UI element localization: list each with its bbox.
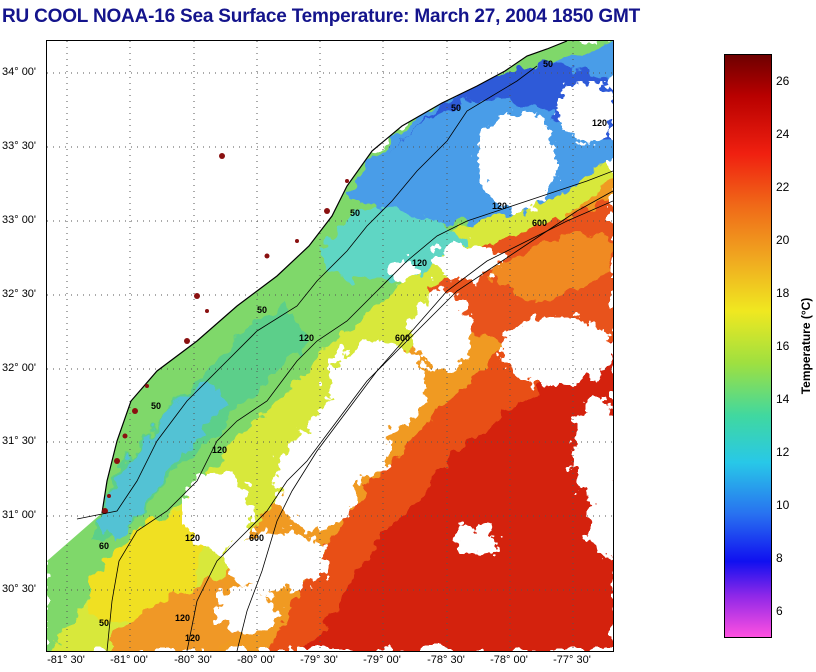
lat-label-32-30: 32° 30' [2, 288, 37, 300]
map-title: RU COOL NOAA-16 Sea Surface Temperature:… [2, 6, 641, 27]
colorbar-tick-label: 24 [776, 127, 790, 142]
contour-label: 120 [212, 445, 227, 455]
contour-label: 600 [249, 533, 264, 543]
colorbar-tick-label: 20 [776, 233, 790, 248]
contour-label: 50 [350, 208, 360, 218]
lon-label-79-00: -79° 00' [363, 654, 401, 666]
contour-label: 120 [412, 258, 427, 268]
lon-label-81-30: -81° 30' [47, 654, 85, 666]
lat-label-30-30: 30° 30' [2, 583, 37, 595]
colorbar-gradient [725, 55, 771, 637]
lon-label-79-30: -79° 30' [300, 654, 338, 666]
lon-label-80-30: -80° 30' [174, 654, 212, 666]
map-grid [47, 41, 613, 651]
lat-label-31-30: 31° 30' [2, 435, 37, 447]
coastline [101, 41, 568, 514]
contour-label: 50 [99, 618, 109, 628]
colorbar-label: Temperature (°C) [799, 297, 813, 395]
lon-label-77-30: -77° 30' [553, 654, 591, 666]
contour-label: 120 [592, 118, 607, 128]
sst-field [47, 41, 613, 651]
colorbar-tick-label: 10 [776, 497, 790, 512]
contour-label-group: 50 50 50 50 50 60 120 120 120 120 120 12… [99, 59, 607, 643]
contour-label: 120 [299, 333, 314, 343]
lon-label-81-00: -81° 00' [110, 654, 148, 666]
coastal-marsh [102, 153, 349, 514]
contour-label: 120 [175, 613, 190, 623]
lat-label-32-00: 32° 00' [2, 362, 37, 374]
contour-label: 50 [151, 401, 161, 411]
bathymetry-contours [76, 65, 613, 651]
lat-label-34-00: 34° 00' [2, 66, 37, 78]
sst-map-canvas: 50 50 50 50 50 60 120 120 120 120 120 12… [47, 41, 613, 651]
lon-label-80-00: -80° 00' [237, 654, 275, 666]
colorbar [724, 54, 772, 638]
contour-label: 600 [532, 218, 547, 228]
contour-label: 120 [185, 633, 200, 643]
contour-label: 50 [543, 59, 553, 69]
lat-label-33-30: 33° 30' [2, 140, 37, 152]
contour-label: 120 [185, 533, 200, 543]
colorbar-tick-label: 16 [776, 339, 790, 353]
lon-label-78-30: -78° 30' [427, 654, 465, 666]
lon-label-78-00: -78° 00' [490, 654, 528, 666]
colorbar-tick-label: 18 [776, 286, 790, 301]
contour-label: 50 [257, 305, 267, 315]
contour-label: 60 [99, 541, 109, 551]
colorbar-tick-label: 26 [776, 74, 790, 89]
colorbar-tick-label: 12 [776, 444, 790, 459]
lat-label-33-00: 33° 00' [2, 214, 37, 226]
colorbar-tick-label: 22 [776, 180, 790, 195]
contour-label: 120 [492, 201, 507, 211]
colorbar-tick-label: 14 [776, 391, 790, 406]
contour-label: 50 [451, 103, 461, 113]
colorbar-tick-label: 6 [776, 603, 783, 618]
colorbar-tick-label: 8 [776, 550, 783, 565]
sst-map[interactable]: 50 50 50 50 50 60 120 120 120 120 120 12… [46, 40, 614, 652]
lat-label-31-00: 31° 00' [2, 509, 37, 521]
contour-label: 600 [395, 333, 410, 343]
cloud-mask [182, 81, 613, 636]
